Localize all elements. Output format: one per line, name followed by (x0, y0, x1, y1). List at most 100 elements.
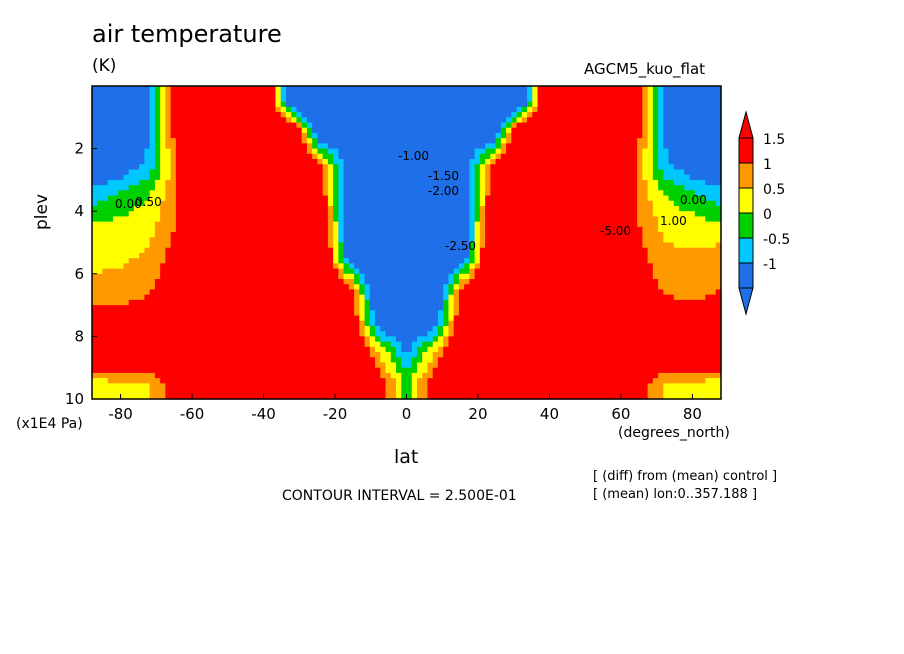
heatmap-cell (411, 153, 418, 160)
heatmap-cell (401, 112, 408, 118)
heatmap-cell (301, 96, 308, 103)
heatmap-cell (202, 169, 208, 176)
heatmap-cell (710, 294, 717, 301)
heatmap-cell (506, 211, 512, 218)
heatmap-cell (354, 252, 360, 259)
heatmap-cell (700, 179, 706, 186)
heatmap-cell (359, 195, 366, 202)
heatmap-cell (464, 117, 470, 124)
heatmap-cell (589, 258, 596, 264)
heatmap-cell (275, 106, 282, 113)
heatmap-cell (558, 252, 565, 259)
heatmap-cell (422, 221, 429, 228)
heatmap-cell (715, 284, 722, 291)
heatmap-cell (249, 258, 256, 264)
heatmap-cell (589, 200, 596, 207)
heatmap-cell (600, 164, 607, 171)
heatmap-cell (107, 268, 114, 275)
heatmap-cell (631, 294, 638, 301)
heatmap-cell (464, 122, 470, 129)
heatmap-cell (553, 200, 560, 207)
heatmap-cell (202, 247, 208, 254)
heatmap-cell (563, 153, 570, 160)
heatmap-cell (259, 226, 266, 233)
heatmap-cell (107, 200, 114, 207)
heatmap-cell (453, 112, 460, 118)
heatmap-cell (165, 122, 172, 129)
heatmap-cell (191, 148, 198, 155)
heatmap-cell (181, 143, 187, 150)
heatmap-cell (264, 242, 271, 249)
heatmap-cell (144, 284, 151, 291)
heatmap-cell (160, 237, 166, 244)
heatmap-cell (238, 169, 245, 176)
heatmap-cell (348, 122, 355, 129)
heatmap-cell (642, 252, 649, 259)
heatmap-cell (595, 195, 602, 202)
heatmap-cell (574, 185, 581, 191)
heatmap-cell (359, 185, 366, 191)
heatmap-cell (338, 101, 345, 108)
y-axis-label: plev (32, 193, 52, 230)
heatmap-cell (275, 169, 282, 176)
heatmap-cell (212, 112, 219, 118)
heatmap-cell (584, 242, 591, 249)
heatmap-cell (238, 294, 245, 301)
heatmap-cell (464, 211, 470, 218)
heatmap-cell (244, 268, 250, 275)
heatmap-cell (375, 148, 381, 155)
heatmap-cell (375, 190, 381, 197)
heatmap-cell (144, 190, 151, 197)
heatmap-cell (359, 122, 366, 129)
heatmap-cell (296, 294, 303, 301)
heatmap-cell (411, 252, 418, 259)
heatmap-cell (259, 299, 266, 306)
heatmap-cell (207, 273, 214, 280)
heatmap-cell (343, 132, 350, 139)
heatmap-cell (306, 258, 313, 264)
heatmap-cell (223, 138, 229, 144)
heatmap-cell (479, 174, 486, 181)
heatmap-cell (380, 205, 387, 212)
heatmap-cell (202, 299, 208, 306)
heatmap-cell (364, 112, 371, 118)
heatmap-cell (123, 179, 130, 186)
heatmap-cell (312, 148, 318, 155)
heatmap-cell (212, 200, 219, 207)
heatmap-cell (280, 179, 287, 186)
heatmap-cell (689, 268, 696, 275)
heatmap-cell (532, 127, 539, 134)
heatmap-cell (359, 153, 366, 160)
heatmap-cell (170, 232, 177, 238)
heatmap-cell (149, 252, 156, 259)
heatmap-cell (149, 96, 156, 103)
heatmap-cell (175, 117, 182, 124)
heatmap-cell (285, 91, 292, 98)
heatmap-cell (527, 132, 533, 139)
heatmap-cell (705, 221, 712, 228)
heatmap-cell (264, 174, 271, 181)
heatmap-cell (589, 289, 596, 296)
heatmap-cell (196, 153, 203, 160)
heatmap-cell (202, 153, 208, 160)
heatmap-cell (437, 205, 444, 212)
heatmap-cell (291, 112, 298, 118)
heatmap-cell (401, 299, 408, 306)
heatmap-cell (270, 252, 277, 259)
heatmap-cell (548, 138, 554, 144)
heatmap-cell (348, 91, 355, 98)
heatmap-cell (348, 211, 355, 218)
heatmap-cell (490, 232, 497, 238)
heatmap-cell (474, 101, 481, 108)
heatmap-cell (97, 159, 104, 165)
heatmap-cell (652, 112, 659, 118)
heatmap-cell (369, 159, 376, 165)
heatmap-cell (521, 294, 528, 301)
heatmap-cell (270, 101, 277, 108)
heatmap-cell (600, 221, 607, 228)
heatmap-cell (249, 185, 256, 191)
heatmap-cell (448, 211, 455, 218)
heatmap-cell (416, 190, 423, 197)
heatmap-cell (317, 101, 324, 108)
heatmap-cell (112, 273, 119, 280)
